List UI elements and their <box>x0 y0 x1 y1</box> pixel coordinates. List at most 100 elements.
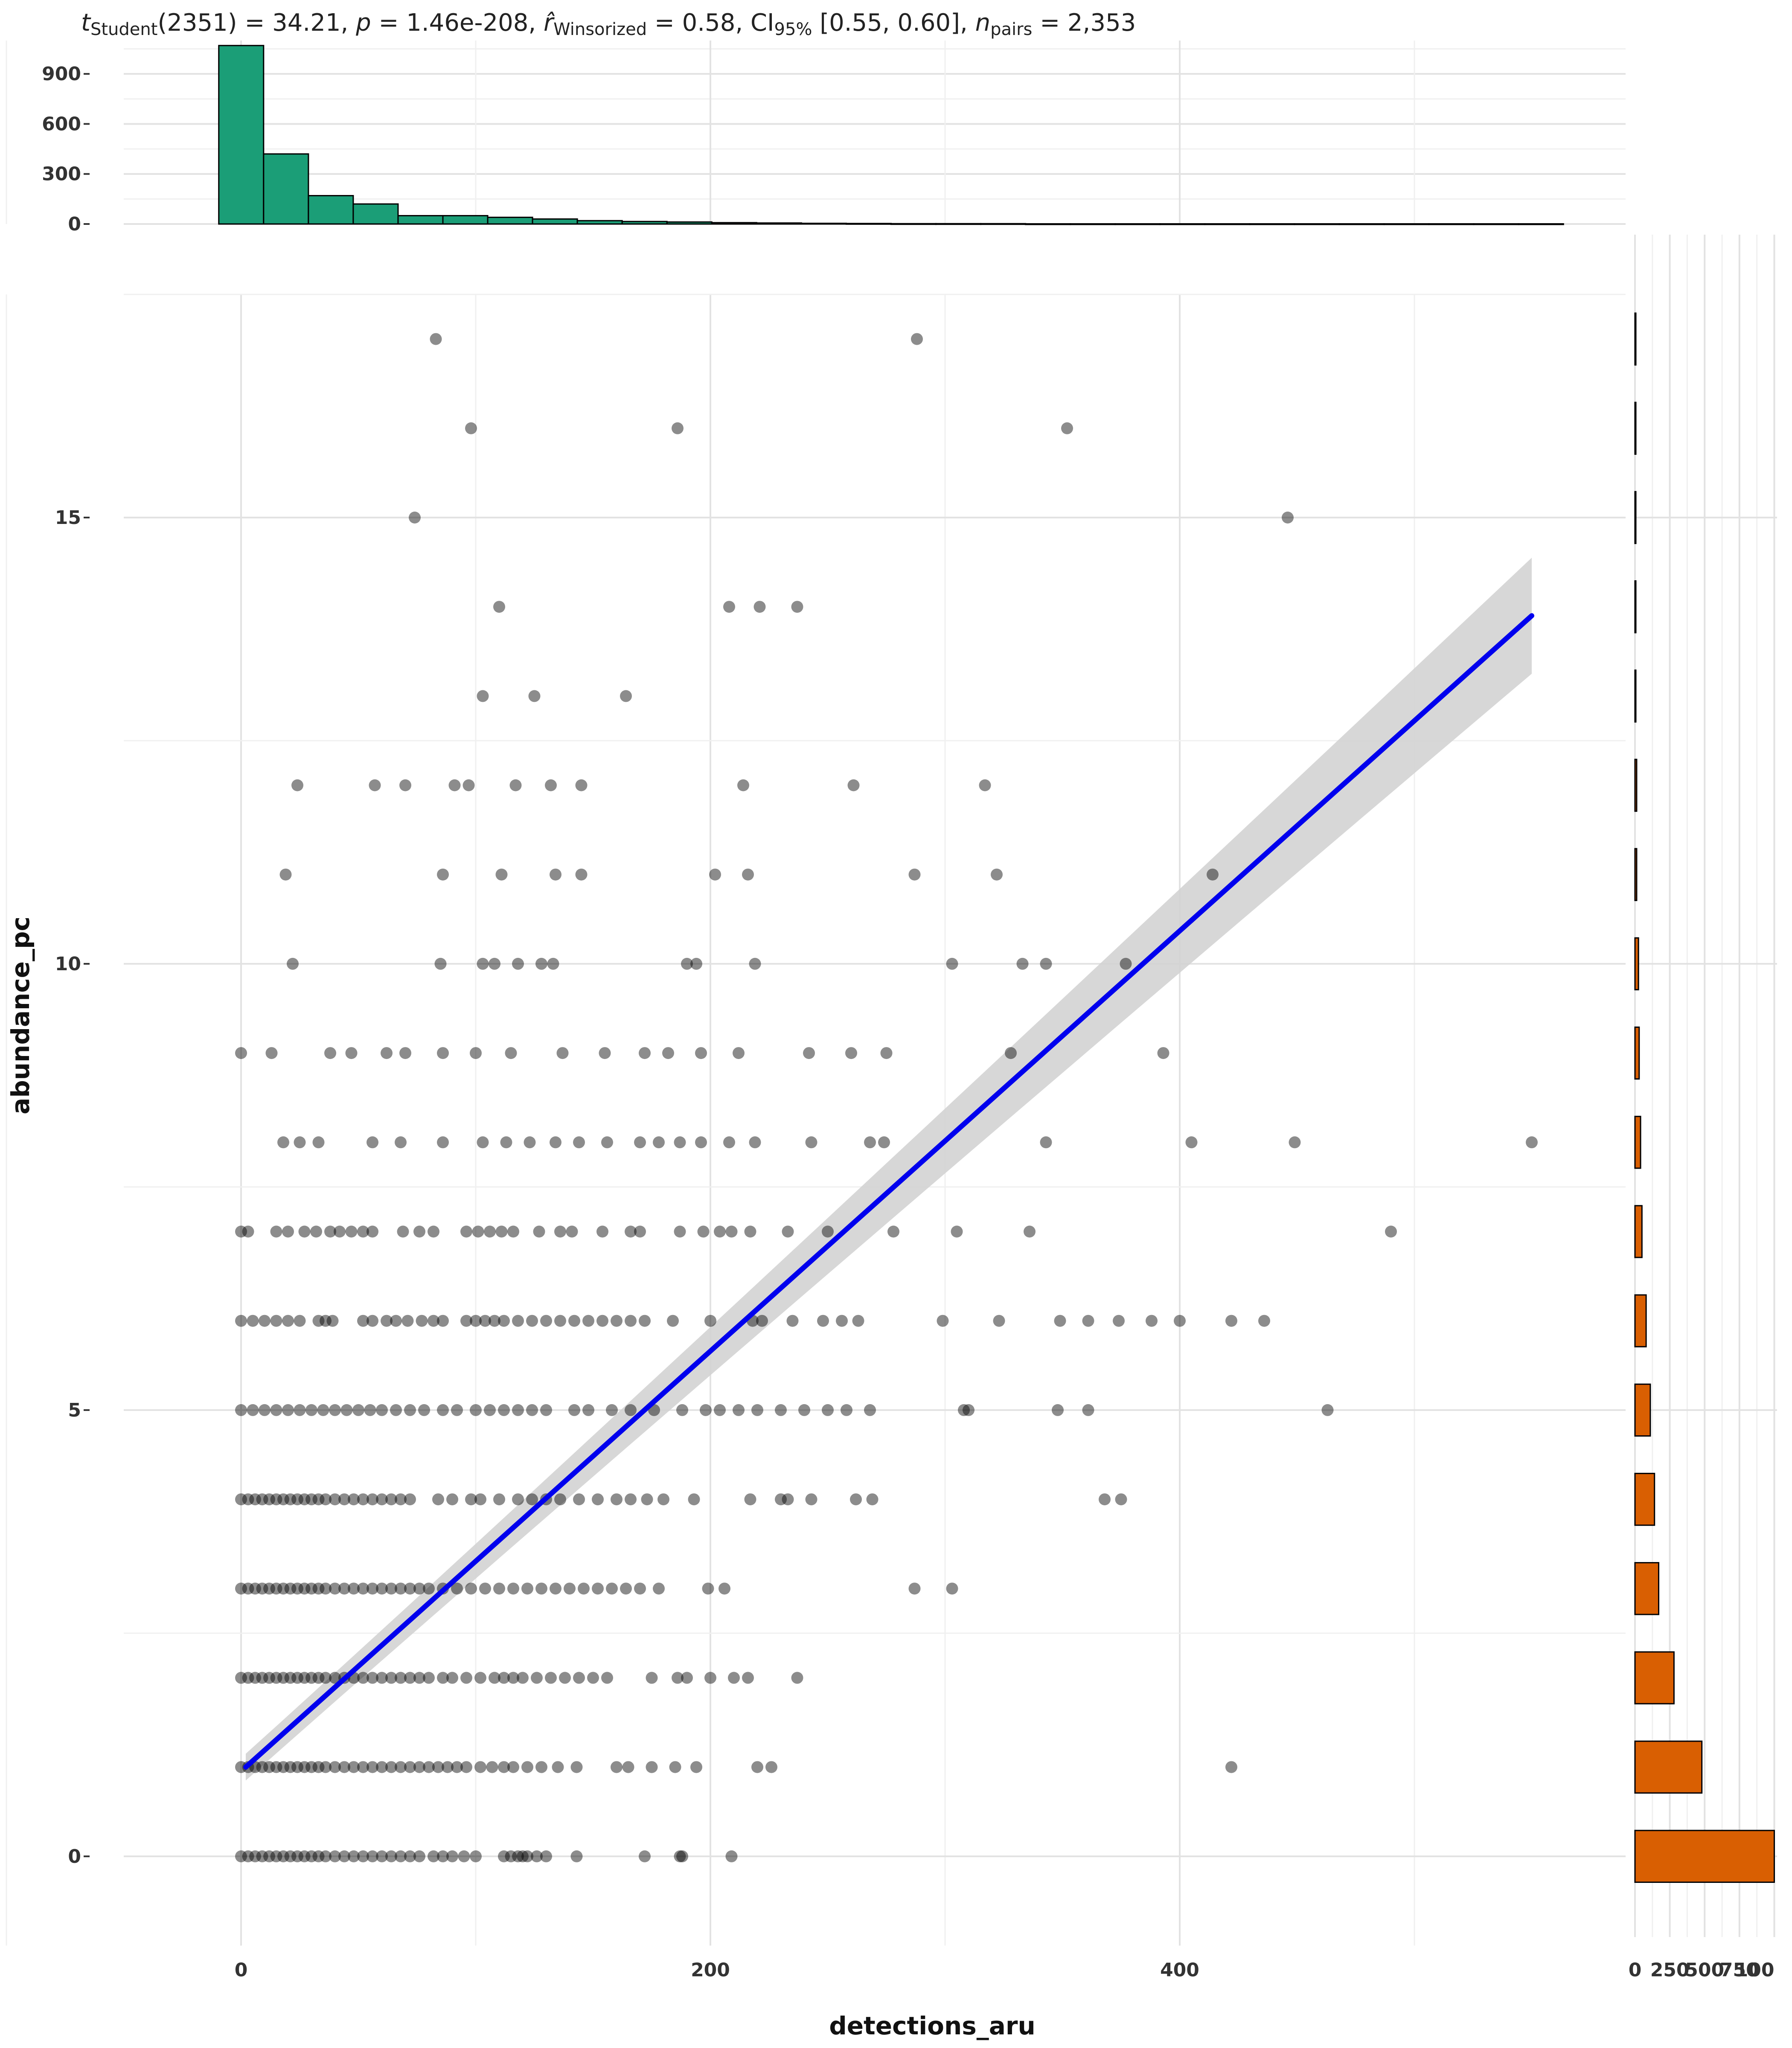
right-hist-bar <box>1634 1294 1647 1347</box>
scatter-point <box>242 1225 254 1238</box>
scatter-point <box>399 779 411 791</box>
scatter-point <box>423 1761 435 1773</box>
scatter-point <box>653 1583 665 1595</box>
scatter-point <box>357 1225 369 1238</box>
scatter-point <box>1146 1315 1158 1327</box>
subtitle-r-sub: Winsorized <box>553 20 647 39</box>
x-tick-label: 0 <box>235 1959 248 1981</box>
scatter-point <box>477 690 489 702</box>
scatter-point <box>489 1672 500 1684</box>
scatter-point <box>625 1315 637 1327</box>
scatter-point <box>460 1315 472 1327</box>
scatter-point <box>385 1493 397 1506</box>
scatter-point <box>625 1225 637 1238</box>
scatter-point <box>470 1047 482 1059</box>
top-hist-bar <box>711 222 757 225</box>
scatter-point <box>270 1315 282 1327</box>
scatter-point <box>277 1761 289 1773</box>
scatter-point <box>547 957 559 970</box>
scatter-point <box>291 1583 303 1595</box>
scatter-point <box>700 1404 712 1416</box>
scatter-point <box>592 1493 604 1506</box>
scatter-point <box>662 1047 674 1059</box>
scatter-point <box>458 1850 470 1862</box>
scatter-point <box>512 1850 524 1862</box>
right-hist-bar <box>1634 401 1637 455</box>
scatter-point <box>463 779 475 791</box>
scatter-point <box>850 1493 862 1506</box>
scatter-point <box>270 1761 282 1773</box>
scatter-point <box>326 1315 339 1327</box>
top-hist-bar <box>532 218 578 225</box>
scatter-point <box>993 1315 1005 1327</box>
scatter-point <box>550 868 561 881</box>
scatter-point <box>395 1850 407 1862</box>
scatter-point <box>235 1761 247 1773</box>
scatter-point <box>1385 1225 1397 1238</box>
scatter-point <box>376 1493 388 1506</box>
scatter-point <box>294 1404 306 1416</box>
scatter-point <box>1040 1136 1052 1149</box>
scatter-point <box>634 1136 646 1149</box>
scatter-point <box>376 1404 388 1416</box>
scatter-point <box>428 1315 439 1327</box>
top-hist-bar <box>1159 223 1206 225</box>
scatter-point <box>550 1583 561 1595</box>
scatter-point <box>667 1315 679 1327</box>
scatter-point <box>460 1761 472 1773</box>
scatter-point <box>568 1404 580 1416</box>
scatter-point <box>1061 422 1073 434</box>
right-hist-bar <box>1634 1651 1675 1705</box>
scatter-point <box>556 1047 569 1059</box>
scatter-point <box>451 1583 463 1595</box>
scatter-point <box>489 1315 500 1327</box>
scatter-point <box>249 1583 261 1595</box>
scatter-point <box>428 1225 439 1238</box>
scatter-point <box>566 1225 578 1238</box>
scatter-point <box>235 1850 247 1862</box>
scatter-point <box>535 1761 547 1773</box>
scatter-point <box>312 1493 325 1506</box>
scatter-point <box>395 1672 407 1684</box>
y-tick-label: 5 <box>68 1399 81 1421</box>
scatter-point <box>320 1761 332 1773</box>
scatter-point <box>242 1850 254 1862</box>
scatter-point <box>298 1225 311 1238</box>
scatter-point <box>657 1493 669 1506</box>
scatter-point <box>376 1761 388 1773</box>
subtitle-n-value: = 2,353 <box>1040 9 1136 37</box>
scatter-point <box>442 1761 454 1773</box>
scatter-point <box>526 1404 538 1416</box>
scatter-point <box>256 1850 268 1862</box>
scatter-point <box>277 1493 289 1506</box>
scatter-point <box>329 1493 341 1506</box>
scatter-point <box>573 1672 585 1684</box>
scatter-point <box>409 512 421 524</box>
scatter-point <box>320 1583 332 1595</box>
scatter-point <box>235 1315 247 1327</box>
scatter-point <box>1282 512 1294 524</box>
top-hist-bar <box>1473 223 1519 225</box>
scatter-point <box>282 1315 294 1327</box>
scatter-point <box>946 957 958 970</box>
scatter-point <box>242 1583 254 1595</box>
scatter-point <box>733 1404 745 1416</box>
scatter-point <box>639 1047 651 1059</box>
right-hist-bar <box>1634 1472 1655 1526</box>
scatter-point <box>533 1225 545 1238</box>
scatter-point <box>451 1404 463 1416</box>
confidence-band <box>246 558 1532 1780</box>
scatter-point <box>235 1672 247 1684</box>
scatter-point <box>751 1761 763 1773</box>
scatter-point <box>521 1850 533 1862</box>
scatter-point <box>270 1404 282 1416</box>
scatter-point <box>376 1672 388 1684</box>
scatter-point <box>639 1850 651 1862</box>
scatter-point <box>512 1404 524 1416</box>
scatter-point <box>345 1225 358 1238</box>
scatter-points <box>235 333 1538 1862</box>
scatter-point <box>284 1672 297 1684</box>
subtitle-n-sub: pairs <box>990 20 1032 39</box>
scatter-point <box>601 1136 613 1149</box>
